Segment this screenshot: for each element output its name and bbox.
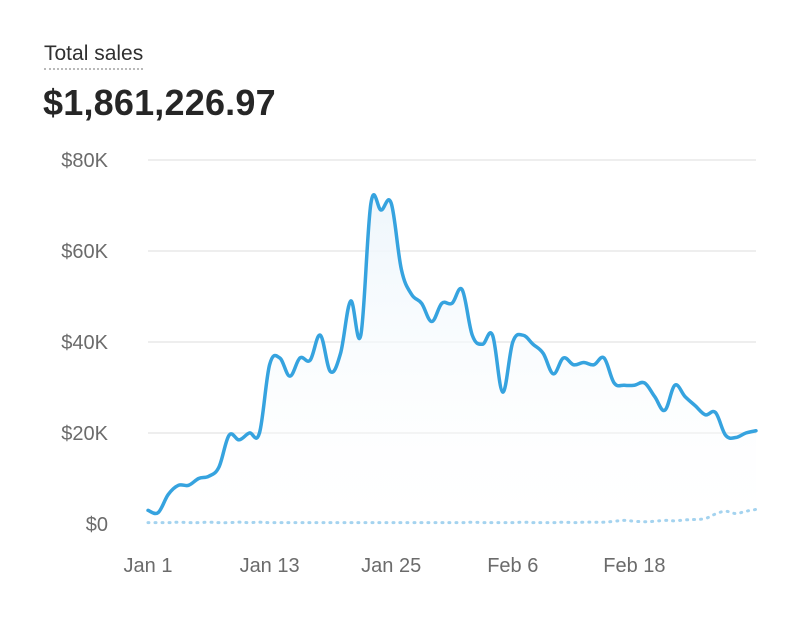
y-axis: $0 $20K $40K $60K $80K: [61, 150, 108, 536]
primary-area-fill: [148, 194, 756, 524]
x-tick-label: Feb 18: [603, 555, 665, 577]
metric-label[interactable]: Total sales: [44, 42, 144, 70]
x-tick-label: Jan 1: [124, 555, 173, 577]
primary-series-line: [146, 193, 758, 516]
metric-value: $1,861,226.97: [43, 82, 276, 123]
x-tick-label: Jan 13: [240, 555, 300, 577]
y-tick-label: $60K: [61, 241, 108, 263]
y-tick-label: $0: [86, 514, 108, 536]
x-tick-label: Jan 25: [361, 555, 421, 577]
x-tick-label: Feb 6: [487, 555, 538, 577]
x-axis: Jan 1 Jan 13 Jan 25 Feb 6 Feb 18: [124, 555, 666, 577]
y-tick-label: $40K: [61, 332, 108, 354]
y-tick-label: $20K: [61, 423, 108, 445]
y-tick-label: $80K: [61, 150, 108, 172]
